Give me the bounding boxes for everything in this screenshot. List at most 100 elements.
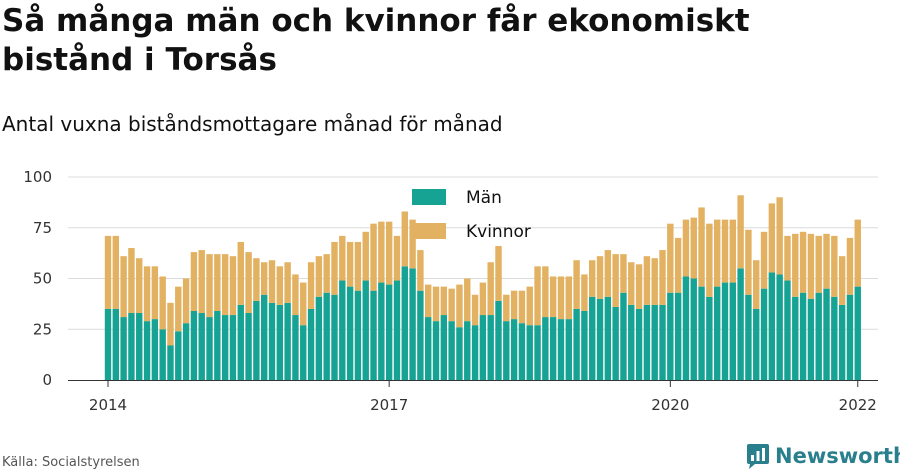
- bar-men: [596, 298, 604, 380]
- bar-men: [659, 304, 666, 380]
- bar-women: [120, 256, 127, 318]
- bar-women: [706, 223, 713, 297]
- bar-men: [253, 300, 260, 380]
- chart-subtitle: Antal vuxna biståndsmottagare månad för …: [2, 112, 503, 136]
- bar-men: [315, 296, 323, 380]
- bar-women: [823, 233, 830, 289]
- bar-men: [128, 313, 135, 380]
- bar-women: [713, 219, 721, 287]
- y-tick-label: 50: [33, 270, 52, 288]
- bar-men: [456, 327, 463, 380]
- bar-men: [471, 325, 479, 380]
- bar-women: [604, 250, 612, 297]
- bar-men: [854, 286, 861, 380]
- legend-label: Män: [466, 188, 502, 208]
- x-tick-label: 2020: [651, 396, 689, 414]
- bar-men: [534, 325, 541, 380]
- bar-men: [175, 331, 182, 380]
- bar-men: [214, 310, 221, 380]
- page-title: Så många män och kvinnor får ekonomiskt …: [2, 3, 750, 78]
- bar-women: [651, 258, 658, 305]
- legend[interactable]: Män Kvinnor: [412, 188, 531, 242]
- bar-women: [245, 252, 252, 314]
- bar-women: [104, 235, 112, 309]
- bar-women: [831, 235, 838, 297]
- bar-men: [276, 304, 284, 380]
- bar-women: [690, 217, 697, 279]
- bar-women: [284, 262, 291, 303]
- bar-women: [815, 235, 822, 293]
- bar-women: [190, 252, 198, 311]
- bar-women: [526, 286, 533, 326]
- bar-women: [385, 221, 393, 285]
- bar-men: [432, 321, 440, 380]
- bar-women: [495, 246, 502, 301]
- bar-women: [261, 262, 268, 295]
- bar-women: [628, 262, 635, 305]
- bar-men: [549, 317, 557, 380]
- bar-women: [143, 266, 151, 322]
- bar-women: [745, 229, 752, 295]
- bar-women: [721, 219, 729, 283]
- bar-men: [346, 286, 354, 380]
- bar-women: [659, 250, 666, 305]
- bar-men: [237, 304, 244, 380]
- bar-women: [503, 294, 510, 322]
- bar-women: [136, 258, 143, 314]
- bar-women: [276, 266, 284, 305]
- bar-women: [346, 241, 354, 287]
- bar-women: [198, 250, 205, 314]
- bar-men: [440, 315, 448, 380]
- legend-label: Kvinnor: [466, 222, 531, 242]
- bar-women: [565, 276, 572, 320]
- bar-women: [471, 294, 479, 326]
- bar-women: [401, 211, 408, 267]
- bar-men: [799, 292, 807, 380]
- bar-men: [393, 280, 401, 380]
- bar-women: [221, 254, 229, 316]
- bar-men: [573, 308, 580, 380]
- bar-men: [495, 300, 502, 380]
- bar-women: [838, 256, 846, 305]
- bar-men: [729, 282, 736, 380]
- bar-men: [206, 317, 213, 380]
- bar-men: [417, 290, 424, 380]
- bar-women: [737, 195, 744, 269]
- bar-men: [112, 308, 120, 380]
- bar-men: [221, 315, 229, 380]
- bar-women: [370, 223, 377, 291]
- bar-men: [307, 308, 315, 380]
- bar-men: [698, 286, 705, 380]
- bar-men: [151, 319, 159, 380]
- bar-women: [159, 276, 166, 330]
- y-tick-label: 100: [23, 168, 52, 186]
- bar-women: [151, 266, 159, 320]
- bar-women: [620, 254, 627, 293]
- x-axis: 2014 2017 2020 2022: [68, 380, 878, 414]
- bar-men: [362, 280, 369, 380]
- bars: [104, 195, 861, 380]
- bar-men: [745, 294, 752, 380]
- bar-men: [612, 306, 619, 380]
- bar-men: [667, 292, 674, 380]
- bar-men: [331, 294, 338, 380]
- y-tick-label: 25: [33, 320, 52, 338]
- bar-women: [698, 207, 705, 287]
- bar-men: [604, 296, 612, 380]
- bar-men: [136, 313, 143, 380]
- bar-women: [253, 258, 260, 301]
- bar-men: [526, 325, 533, 380]
- bar-men: [690, 278, 697, 380]
- bar-men: [815, 292, 822, 380]
- bar-women: [315, 256, 323, 297]
- bar-women: [792, 233, 799, 297]
- bar-women: [206, 254, 213, 318]
- bar-men: [823, 288, 830, 380]
- x-tick-label: 2014: [89, 396, 127, 414]
- bar-women: [128, 248, 135, 314]
- bar-men: [323, 292, 330, 380]
- bar-women: [292, 274, 299, 316]
- bar-women: [479, 282, 487, 316]
- bar-men: [143, 321, 151, 380]
- bar-men: [487, 315, 494, 380]
